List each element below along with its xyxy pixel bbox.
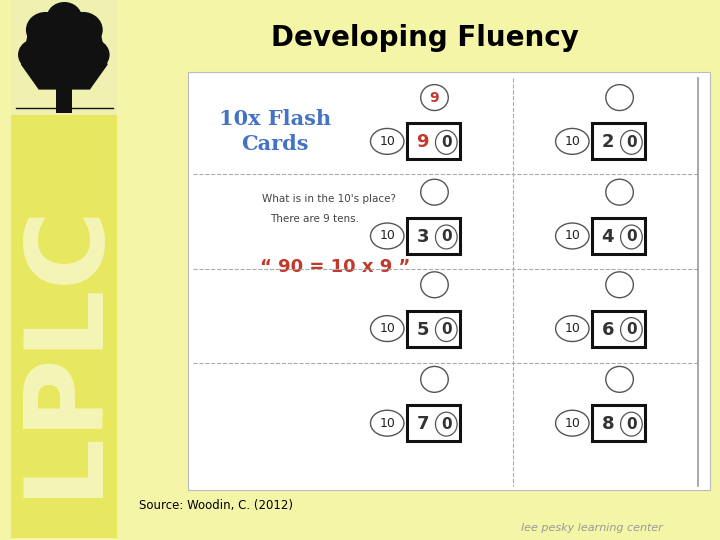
Bar — [407, 310, 460, 347]
Text: 10: 10 — [379, 417, 395, 430]
Text: 0: 0 — [441, 230, 451, 245]
Bar — [56, 85, 72, 112]
Ellipse shape — [606, 179, 634, 205]
Ellipse shape — [420, 85, 449, 111]
Text: What is in the 10's place?: What is in the 10's place? — [262, 194, 396, 204]
Text: Developing Fluency: Developing Fluency — [271, 24, 579, 52]
Text: 8: 8 — [601, 415, 614, 433]
Text: There are 9 tens.: There are 9 tens. — [270, 214, 359, 224]
Ellipse shape — [606, 85, 634, 111]
Ellipse shape — [420, 179, 449, 205]
Text: 0: 0 — [441, 322, 451, 337]
Bar — [592, 310, 645, 347]
Ellipse shape — [371, 410, 404, 436]
Bar — [11, 0, 117, 114]
Ellipse shape — [18, 39, 53, 71]
Ellipse shape — [621, 225, 642, 249]
Text: 0: 0 — [626, 322, 636, 337]
Ellipse shape — [621, 131, 642, 154]
Text: lee pesky learning center: lee pesky learning center — [521, 523, 663, 533]
Bar — [11, 0, 117, 538]
Text: 10: 10 — [564, 135, 580, 148]
Ellipse shape — [63, 12, 103, 48]
Bar — [592, 124, 645, 159]
Text: 10: 10 — [564, 322, 580, 335]
Text: 2: 2 — [601, 133, 614, 151]
Bar — [189, 72, 710, 490]
Ellipse shape — [371, 223, 404, 249]
Text: 0: 0 — [626, 417, 636, 431]
Text: 0: 0 — [441, 417, 451, 431]
Text: 10: 10 — [379, 230, 395, 242]
Bar — [592, 218, 645, 254]
Ellipse shape — [556, 129, 589, 154]
Text: 3: 3 — [416, 228, 429, 246]
Ellipse shape — [436, 412, 457, 436]
Ellipse shape — [371, 316, 404, 341]
Text: Source: Woodin, C. (2012): Source: Woodin, C. (2012) — [139, 500, 293, 512]
Text: LPLC: LPLC — [12, 200, 117, 497]
Text: 10: 10 — [379, 135, 395, 148]
Ellipse shape — [26, 12, 66, 48]
Ellipse shape — [436, 131, 457, 154]
Text: “ 90 = 10 x 9 ”: “ 90 = 10 x 9 ” — [260, 258, 410, 276]
Ellipse shape — [606, 367, 634, 392]
Ellipse shape — [420, 367, 449, 392]
Ellipse shape — [371, 129, 404, 154]
Text: 4: 4 — [601, 228, 614, 246]
Ellipse shape — [556, 316, 589, 341]
Ellipse shape — [606, 272, 634, 298]
Text: 9: 9 — [416, 133, 429, 151]
Ellipse shape — [47, 2, 82, 34]
Ellipse shape — [621, 318, 642, 341]
Ellipse shape — [621, 412, 642, 436]
Ellipse shape — [420, 272, 449, 298]
Text: 10x Flash
Cards: 10x Flash Cards — [219, 109, 331, 154]
Bar — [592, 405, 645, 441]
Text: 5: 5 — [416, 321, 429, 339]
Polygon shape — [21, 5, 107, 90]
Ellipse shape — [74, 39, 109, 71]
Ellipse shape — [556, 410, 589, 436]
Bar — [407, 218, 460, 254]
Text: 9: 9 — [430, 91, 439, 105]
Text: 10: 10 — [564, 417, 580, 430]
Text: 7: 7 — [416, 415, 429, 433]
Text: 10: 10 — [564, 230, 580, 242]
Bar — [407, 124, 460, 159]
Text: 0: 0 — [626, 135, 636, 150]
Ellipse shape — [556, 223, 589, 249]
Bar — [407, 405, 460, 441]
Text: 0: 0 — [441, 135, 451, 150]
Ellipse shape — [436, 318, 457, 341]
Ellipse shape — [436, 225, 457, 249]
Text: 10: 10 — [379, 322, 395, 335]
Text: 0: 0 — [626, 230, 636, 245]
Text: 6: 6 — [601, 321, 614, 339]
